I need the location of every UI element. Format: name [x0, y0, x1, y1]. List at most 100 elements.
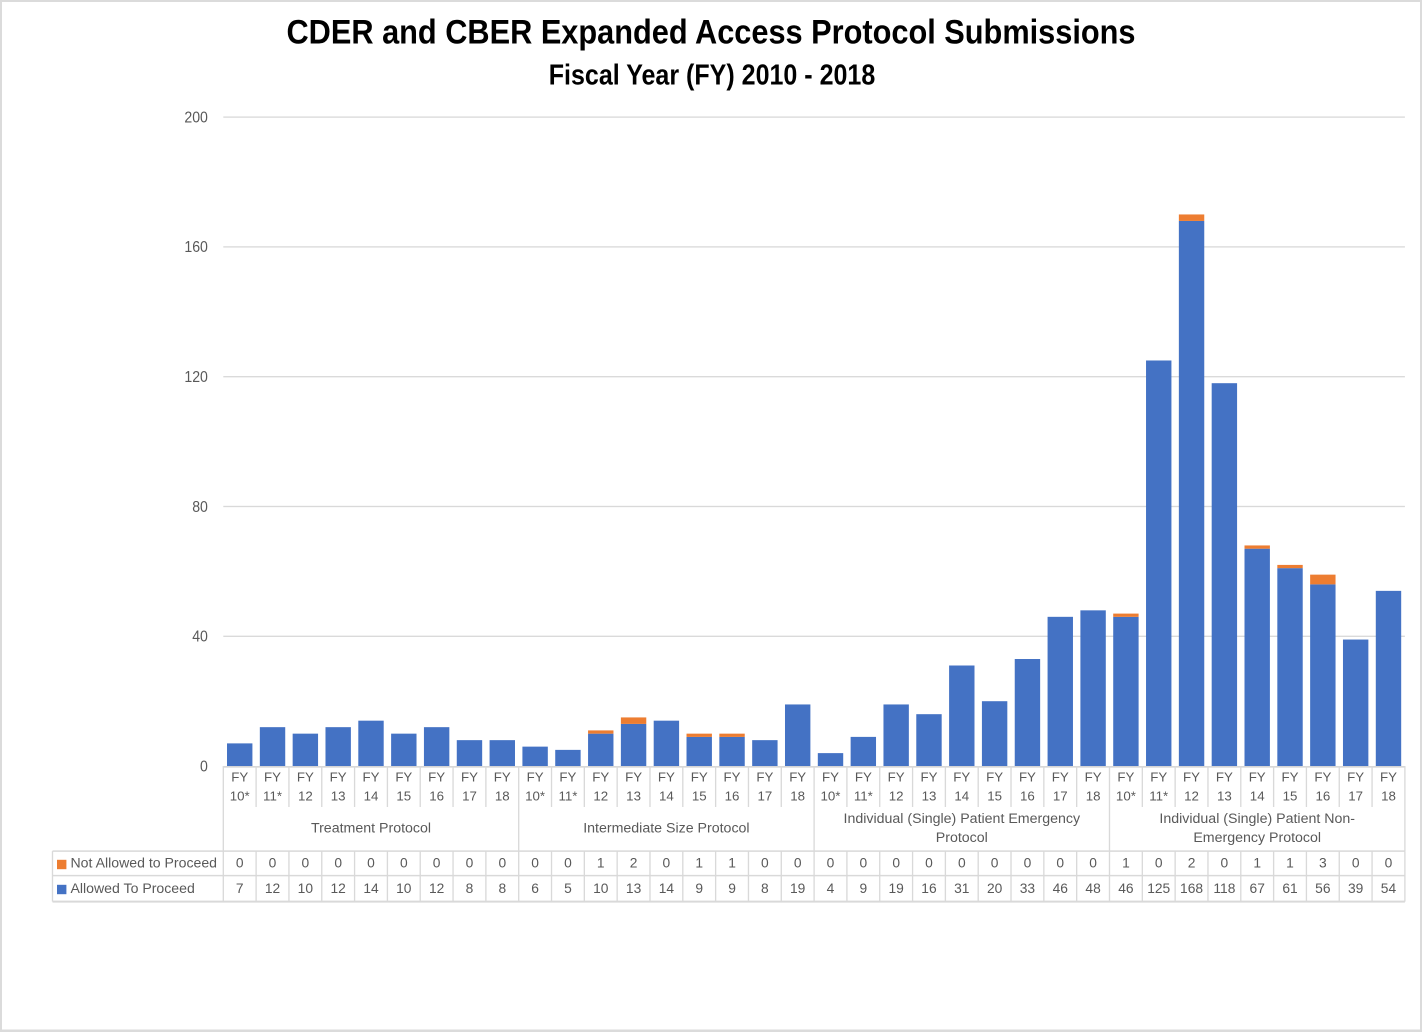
svg-text:CDER and CBER Expanded Access: CDER and CBER Expanded Access Protocol S… [287, 14, 1136, 52]
svg-text:0: 0 [827, 856, 835, 871]
svg-text:FY: FY [1347, 770, 1364, 785]
svg-text:11*: 11* [1149, 788, 1168, 803]
svg-text:12: 12 [265, 881, 280, 896]
svg-text:31: 31 [954, 881, 969, 896]
svg-text:FY: FY [559, 770, 576, 785]
svg-text:7: 7 [236, 881, 244, 896]
svg-text:0: 0 [367, 856, 375, 871]
svg-text:0: 0 [236, 856, 244, 871]
svg-text:61: 61 [1282, 881, 1297, 896]
svg-text:FY: FY [1216, 770, 1233, 785]
svg-text:FY: FY [494, 770, 511, 785]
svg-text:120: 120 [184, 369, 208, 386]
svg-text:16: 16 [1020, 788, 1035, 803]
svg-text:10*: 10* [525, 788, 545, 803]
svg-text:18: 18 [1381, 788, 1396, 803]
svg-text:0: 0 [794, 856, 802, 871]
svg-text:13: 13 [1217, 788, 1232, 803]
svg-text:16: 16 [921, 881, 937, 896]
svg-text:0: 0 [334, 856, 342, 871]
svg-text:0: 0 [761, 856, 769, 871]
svg-text:FY: FY [658, 770, 675, 785]
svg-text:0: 0 [433, 856, 441, 871]
svg-text:5: 5 [564, 881, 572, 896]
svg-text:0: 0 [859, 856, 867, 871]
svg-text:13: 13 [922, 788, 937, 803]
svg-text:10*: 10* [1116, 788, 1136, 803]
svg-text:Not Allowed to Proceed: Not Allowed to Proceed [71, 855, 218, 871]
svg-text:8: 8 [498, 881, 506, 896]
svg-text:2: 2 [1188, 856, 1196, 871]
svg-text:0: 0 [531, 856, 539, 871]
svg-text:14: 14 [659, 881, 675, 896]
svg-text:17: 17 [1348, 788, 1363, 803]
svg-text:0: 0 [1089, 856, 1097, 871]
svg-text:118: 118 [1213, 881, 1235, 896]
svg-text:0: 0 [958, 856, 966, 871]
svg-text:10: 10 [593, 881, 609, 896]
svg-text:FY: FY [789, 770, 806, 785]
svg-text:18: 18 [790, 788, 805, 803]
svg-text:19: 19 [790, 881, 806, 896]
svg-text:FY: FY [1052, 770, 1069, 785]
svg-text:FY: FY [1282, 770, 1299, 785]
svg-text:14: 14 [954, 788, 969, 803]
svg-text:17: 17 [757, 788, 772, 803]
svg-text:0: 0 [564, 856, 572, 871]
svg-text:FY: FY [724, 770, 741, 785]
svg-text:1: 1 [695, 856, 703, 871]
svg-text:FY: FY [888, 770, 905, 785]
svg-text:FY: FY [428, 770, 445, 785]
svg-text:FY: FY [953, 770, 970, 785]
svg-text:17: 17 [462, 788, 477, 803]
svg-text:12: 12 [1184, 788, 1199, 803]
svg-text:12: 12 [429, 881, 444, 896]
svg-text:0: 0 [663, 856, 671, 871]
svg-text:FY: FY [1085, 770, 1102, 785]
svg-text:13: 13 [331, 788, 346, 803]
svg-text:FY: FY [527, 770, 544, 785]
svg-text:14: 14 [1250, 788, 1265, 803]
svg-text:FY: FY [691, 770, 708, 785]
svg-text:20: 20 [987, 881, 1003, 896]
svg-text:15: 15 [987, 788, 1002, 803]
svg-text:FY: FY [986, 770, 1003, 785]
svg-text:12: 12 [331, 881, 346, 896]
svg-text:40: 40 [192, 629, 208, 646]
svg-text:8: 8 [466, 881, 474, 896]
svg-text:FY: FY [855, 770, 872, 785]
svg-text:168: 168 [1180, 881, 1203, 896]
svg-text:FY: FY [297, 770, 314, 785]
svg-text:Allowed To Proceed: Allowed To Proceed [71, 880, 195, 896]
svg-text:14: 14 [363, 881, 379, 896]
svg-text:9: 9 [859, 881, 867, 896]
svg-text:FY: FY [1117, 770, 1134, 785]
svg-text:10*: 10* [230, 788, 250, 803]
svg-text:11*: 11* [558, 788, 577, 803]
svg-text:FY: FY [363, 770, 380, 785]
svg-text:16: 16 [1315, 788, 1330, 803]
svg-text:13: 13 [626, 881, 642, 896]
svg-text:19: 19 [888, 881, 904, 896]
svg-text:0: 0 [1155, 856, 1163, 871]
svg-text:0: 0 [1352, 856, 1360, 871]
svg-text:0: 0 [925, 856, 933, 871]
svg-text:FY: FY [461, 770, 478, 785]
svg-text:15: 15 [396, 788, 411, 803]
svg-text:Individual (Single) Patient Em: Individual (Single) Patient Emergency [844, 811, 1081, 827]
svg-text:56: 56 [1315, 881, 1331, 896]
svg-text:FY: FY [822, 770, 839, 785]
svg-text:FY: FY [920, 770, 937, 785]
svg-text:10*: 10* [821, 788, 841, 803]
svg-text:0: 0 [991, 856, 999, 871]
svg-text:FY: FY [231, 770, 248, 785]
svg-text:1: 1 [597, 856, 605, 871]
svg-text:10: 10 [298, 881, 314, 896]
svg-text:48: 48 [1085, 881, 1101, 896]
svg-text:8: 8 [761, 881, 769, 896]
svg-text:18: 18 [495, 788, 510, 803]
svg-text:FY: FY [1150, 770, 1167, 785]
svg-text:0: 0 [200, 758, 208, 775]
svg-text:FY: FY [330, 770, 347, 785]
svg-text:46: 46 [1053, 881, 1069, 896]
